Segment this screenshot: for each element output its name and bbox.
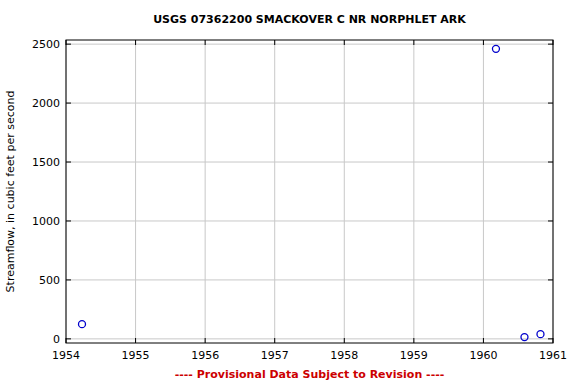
- tick: [548, 338, 553, 339]
- grid-line: [66, 338, 553, 339]
- tick: [66, 220, 71, 221]
- tick-label: 1957: [261, 349, 289, 362]
- tick-label: 1955: [122, 349, 150, 362]
- grid-line: [205, 40, 206, 343]
- point: [521, 334, 528, 341]
- axis-label: Streamflow, in cubic feet per second: [4, 91, 17, 293]
- tick: [66, 103, 71, 104]
- tick: [413, 40, 414, 45]
- tick-label: 500: [39, 274, 60, 287]
- tick: [548, 162, 553, 163]
- tick: [66, 40, 67, 45]
- title: USGS 07362200 SMACKOVER C NR NORPHLET AR…: [153, 13, 466, 26]
- footer: ---- Provisional Data Subject to Revisio…: [175, 368, 445, 381]
- tick: [274, 338, 275, 343]
- tick: [553, 40, 554, 45]
- grid-line: [66, 220, 553, 221]
- tick-label: 2000: [32, 97, 60, 110]
- tick-label: 1500: [32, 156, 60, 169]
- tick: [205, 40, 206, 45]
- tick-label: 1954: [52, 349, 80, 362]
- grid-line: [274, 40, 275, 343]
- grid-line: [483, 40, 484, 343]
- tick: [344, 40, 345, 45]
- grid-line: [344, 40, 345, 343]
- tick: [66, 44, 71, 45]
- tick: [483, 40, 484, 45]
- tick: [548, 44, 553, 45]
- tick: [66, 338, 67, 343]
- tick: [483, 338, 484, 343]
- chart: 0 500 1000 1500 2000 2500 1954 1955 1956 1957 1958…: [0, 0, 576, 384]
- tick: [135, 338, 136, 343]
- grid-line: [413, 40, 414, 343]
- tick-label: 2500: [32, 38, 60, 51]
- tick: [135, 40, 136, 45]
- grid-line: [66, 44, 553, 45]
- tick: [66, 338, 71, 339]
- tick-label: 1961: [539, 349, 567, 362]
- tick-label: 1000: [32, 215, 60, 228]
- grid-line: [66, 162, 553, 163]
- tick-label: 1959: [400, 349, 428, 362]
- tick: [548, 103, 553, 104]
- plot-frame: [66, 40, 553, 343]
- tick-label: 0: [53, 333, 60, 346]
- tick: [548, 220, 553, 221]
- grid-line: [66, 103, 553, 104]
- point: [537, 331, 544, 338]
- point: [492, 45, 499, 52]
- data-points: [79, 45, 544, 340]
- grid-line: [135, 40, 136, 343]
- tick: [548, 279, 553, 280]
- tick-label: 1960: [469, 349, 497, 362]
- tick: [274, 40, 275, 45]
- tick: [553, 338, 554, 343]
- tick-label: 1956: [191, 349, 219, 362]
- tick: [205, 338, 206, 343]
- tick: [66, 162, 71, 163]
- tick: [66, 279, 71, 280]
- point: [79, 321, 86, 328]
- grid-line: [66, 279, 553, 280]
- tick: [344, 338, 345, 343]
- tick-label: 1958: [330, 349, 358, 362]
- tick: [413, 338, 414, 343]
- background: [0, 0, 576, 384]
